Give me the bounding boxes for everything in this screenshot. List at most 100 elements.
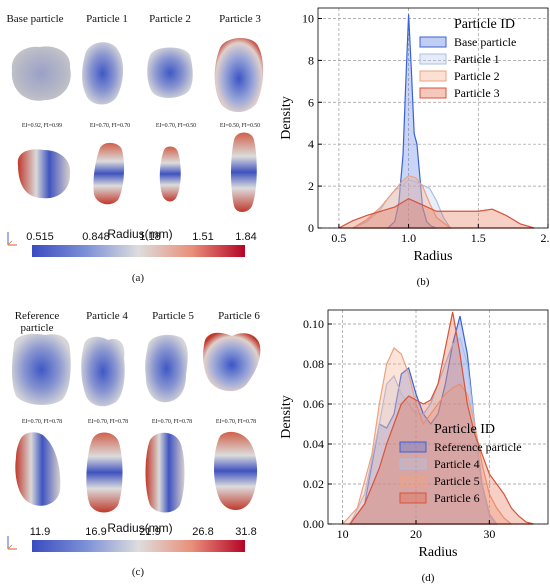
legend-swatch (419, 36, 447, 48)
colorbar-title-a: Radius(mm) (107, 227, 173, 241)
particle-shape-5-side (145, 432, 185, 513)
colorbar-tick: 21.9 (139, 526, 161, 538)
colorbar-c (32, 540, 245, 552)
particle-index-3: EI=0.50, FI=0.50 (219, 123, 261, 129)
caption-c: (c) (131, 566, 145, 578)
colorbar-tick: 26.8 (192, 526, 214, 538)
particle-shape-2-side (159, 146, 181, 202)
y-tick-label: 2 (308, 179, 314, 193)
legend-swatch (399, 492, 427, 504)
legend-label: Particle 6 (434, 491, 480, 505)
colorbar-title-c: Radius(mm) (107, 521, 173, 535)
axis-triad-icon (7, 232, 17, 246)
x-tick-label: 1.5 (471, 231, 486, 245)
particle-title-5: Particle 5 (152, 310, 194, 322)
legend-swatch (419, 70, 447, 82)
legend-label: Particle 2 (454, 69, 500, 83)
particle-shape-reference (12, 333, 71, 405)
particle-title-3: Particle 3 (219, 13, 261, 25)
particle-index-1: EI=0.70, FI=0.70 (89, 123, 131, 129)
particle-title-2: Particle 2 (149, 13, 191, 25)
legend-label: Particle 3 (454, 86, 500, 100)
particle-index-4: EI=0.70, FI=0.78 (87, 419, 129, 425)
colorbar-a (32, 245, 245, 257)
caption: (b) (417, 276, 430, 288)
y-tick-label: 10 (302, 11, 314, 25)
colorbar-tick: 31.8 (235, 526, 257, 538)
particle-index-6: EI=0.70, FI=0.78 (215, 419, 257, 425)
particle-shape-base-side (17, 149, 71, 199)
particle-shape-6 (203, 332, 261, 392)
particle-shape-3 (214, 37, 264, 113)
legend-swatch (399, 458, 427, 470)
particle-shape-6-side (214, 431, 258, 511)
colorbar-tick: 0.848 (82, 231, 110, 243)
plot-frame (317, 7, 549, 229)
series-area-4 (338, 197, 535, 229)
colorbar-tick: 0.515 (26, 231, 54, 243)
legend-swatch (419, 53, 447, 65)
chart-d: 10 20 30 0.00 0.02 0.04 0.06 0.08 0.10 Radius Dens… (279, 309, 549, 584)
particle-index-2: EI=0.70, FI=0.50 (155, 123, 197, 129)
legend-title: Particle ID (454, 17, 515, 32)
y-tick-label: 6 (308, 95, 314, 109)
particle-title-6: Particle 6 (218, 310, 260, 322)
x-tick-label: 30 (483, 527, 495, 541)
caption: (d) (422, 572, 435, 584)
y-tick-label: 0.00 (303, 517, 324, 531)
y-axis-label: Density (279, 96, 294, 140)
y-tick-label: 0.08 (303, 357, 324, 371)
particle-title-reference: Reference particle (14, 310, 60, 334)
series-area-3 (350, 174, 453, 229)
y-tick-label: 0 (308, 221, 314, 235)
particle-title-base: Base particle (6, 13, 64, 25)
colorbar-tick: 11.9 (29, 526, 51, 538)
x-tick-label: 0.5 (331, 231, 346, 245)
colorbar-tick: 1.84 (235, 231, 257, 243)
x-axis-label: Radius (419, 545, 458, 560)
legend-swatch (399, 441, 427, 453)
legend-label: Base particle (454, 35, 516, 49)
particle-shape-3-side (231, 132, 257, 212)
y-tick-label: 0.02 (303, 477, 324, 491)
colorbar-tick: 1.18 (139, 231, 161, 243)
particle-shape-reference-side (15, 432, 61, 506)
particle-title-4: Particle 4 (86, 310, 128, 322)
particle-shape-base (11, 46, 71, 101)
x-tick-label: 1.0 (401, 231, 416, 245)
particle-shape-2 (147, 47, 193, 98)
y-tick-label: 4 (308, 137, 314, 151)
series-area-2 (352, 179, 452, 229)
y-axis-label: Density (279, 395, 294, 439)
colorbar-tick: 16.9 (85, 526, 107, 538)
x-tick-label: 2.0 (541, 231, 550, 245)
caption-a: (a) (131, 272, 145, 284)
particle-shape-4 (81, 336, 125, 407)
y-tick-label: 0.10 (303, 317, 324, 331)
y-tick-label: 8 (308, 53, 314, 67)
series-area-3 (341, 347, 514, 525)
colorbar-tick: 1.51 (192, 231, 214, 243)
legend-label: Particle 4 (434, 457, 480, 471)
particle-shape-1-side (93, 142, 125, 205)
particle-index-5: EI=0.70, FI=0.78 (151, 419, 193, 425)
legend-swatch (419, 87, 447, 99)
particle-index-reference: EI=0.70, FI=0.78 (21, 419, 63, 425)
particle-index-base: EI=0.92, FI=0.99 (21, 123, 63, 129)
x-tick-label: 20 (410, 527, 422, 541)
particle-shape-4-side (86, 432, 123, 513)
legend-label: Reference particle (434, 440, 522, 454)
y-tick-label: 0.04 (303, 437, 324, 451)
x-tick-label: 10 (337, 527, 349, 541)
axis-triad-icon (7, 536, 17, 550)
series-area-4 (348, 311, 534, 525)
legend-label: Particle 5 (434, 474, 480, 488)
plot-frame (327, 309, 549, 525)
particle-title-1: Particle 1 (86, 13, 128, 25)
particle-shape-5 (145, 334, 188, 403)
particle-shape-1 (82, 42, 124, 105)
chart-b: 0.5 1.0 1.5 2.0 0 2 4 6 8 10 Radius Density Particle… (279, 7, 550, 288)
legend-title: Particle ID (434, 422, 495, 437)
legend-swatch (399, 475, 427, 487)
